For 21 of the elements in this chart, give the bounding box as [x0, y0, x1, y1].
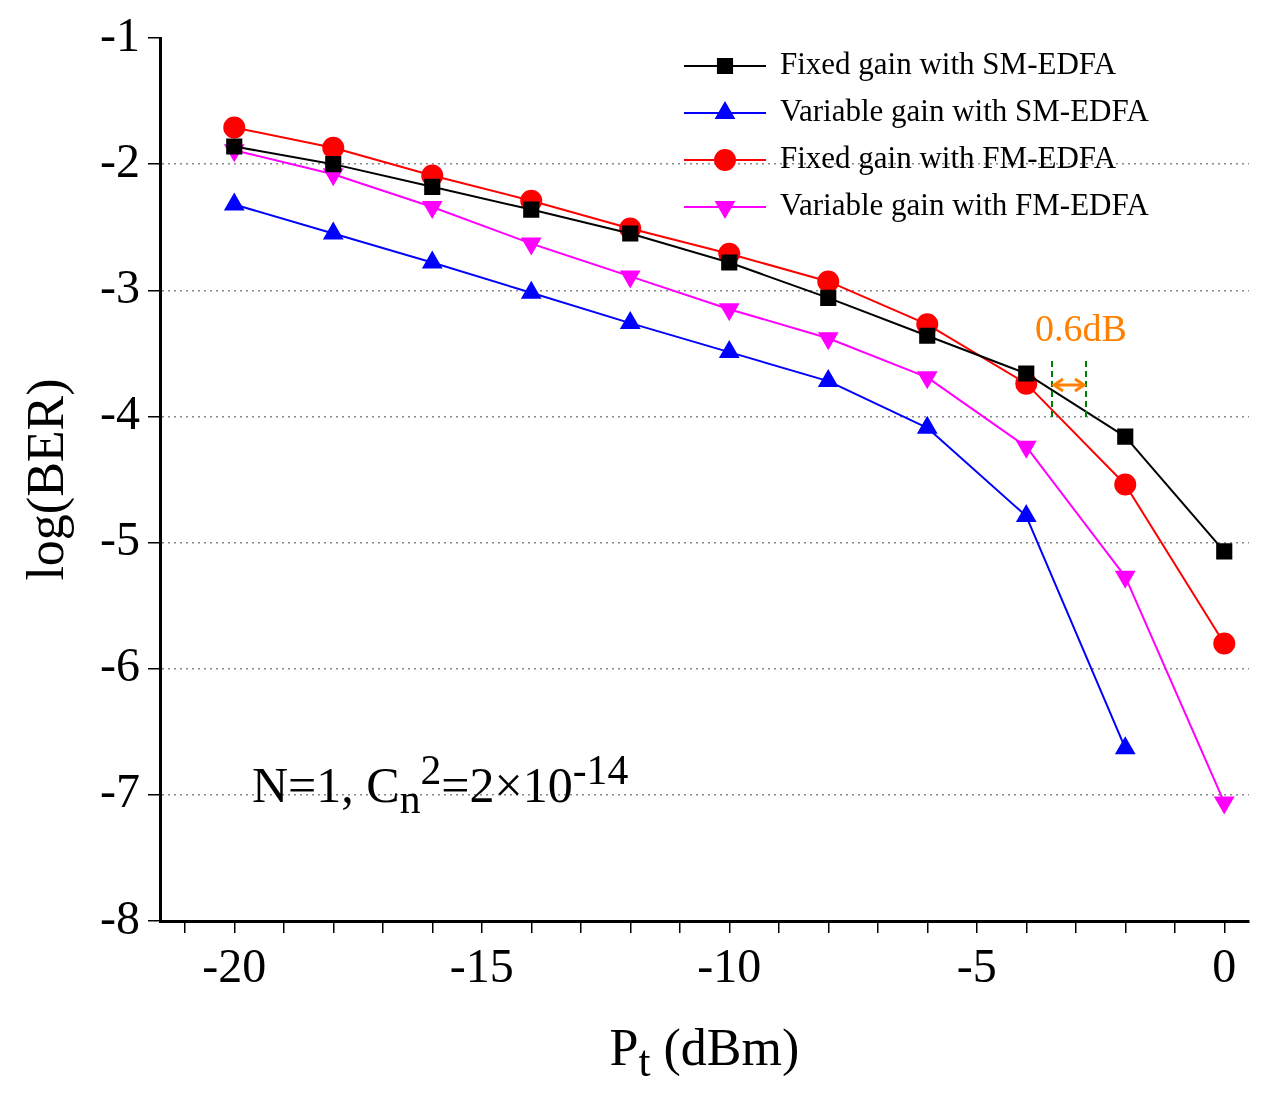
x-tick-label: -15 [449, 939, 514, 993]
y-axis-title: log(BER) [15, 378, 75, 581]
x-tick-label: -20 [202, 939, 267, 993]
legend-label: Fixed gain with FM-EDFA [780, 140, 1117, 176]
y-tick-label: -2 [100, 133, 140, 187]
y-tick-label: -1 [100, 7, 140, 61]
annotation: N=1, C$_{n}$$^{2}$=2×10$^{-14}$ [252, 746, 629, 823]
y-tick-label: -6 [100, 638, 140, 692]
legend-label: Variable gain with SM-EDFA [780, 93, 1150, 129]
x-tick-label: 0 [1212, 939, 1237, 993]
legend-label: Fixed gain with SM-EDFA [780, 46, 1117, 82]
x-tick-label: -10 [697, 939, 762, 993]
y-tick-label: -4 [100, 386, 140, 440]
y-tick-label: -8 [100, 890, 140, 944]
y-tick-label: -3 [100, 259, 140, 313]
legend-label: Variable gain with FM-EDFA [780, 187, 1150, 223]
x-axis-title: P$_{t}$ (dBm) [609, 1018, 800, 1087]
annotation: 0.6dB [1035, 306, 1127, 349]
x-tick-label: -5 [956, 939, 997, 993]
y-tick-label: -5 [100, 512, 140, 566]
y-tick-label: -7 [100, 764, 140, 818]
